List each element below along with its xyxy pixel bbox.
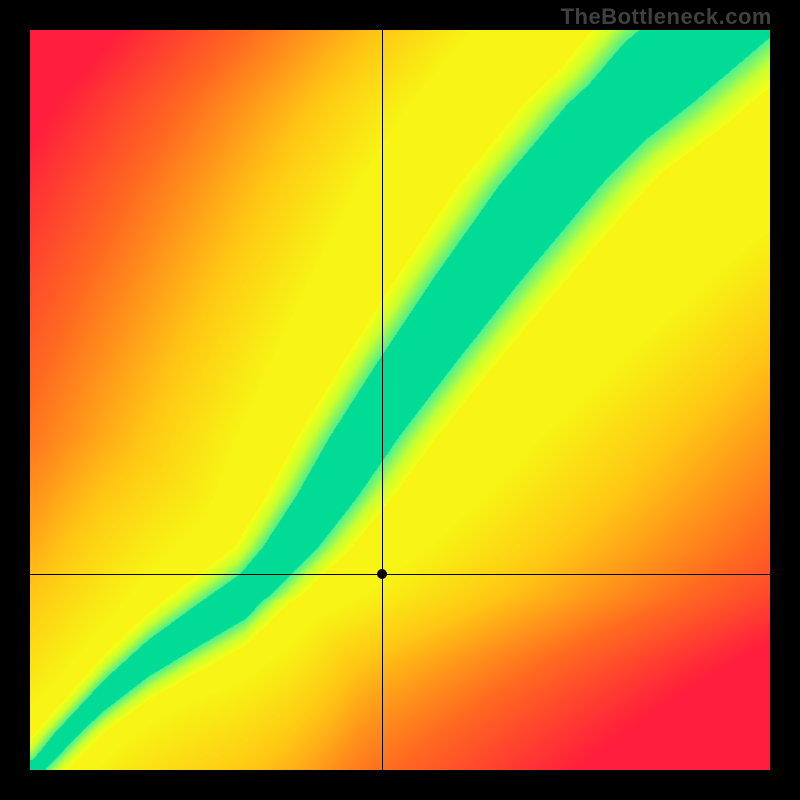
marker-dot bbox=[377, 569, 387, 579]
crosshair-vertical bbox=[382, 30, 383, 770]
plot-area bbox=[30, 30, 770, 770]
heatmap-canvas bbox=[30, 30, 770, 770]
watermark-text: TheBottleneck.com bbox=[561, 4, 772, 30]
crosshair-horizontal bbox=[30, 574, 770, 575]
